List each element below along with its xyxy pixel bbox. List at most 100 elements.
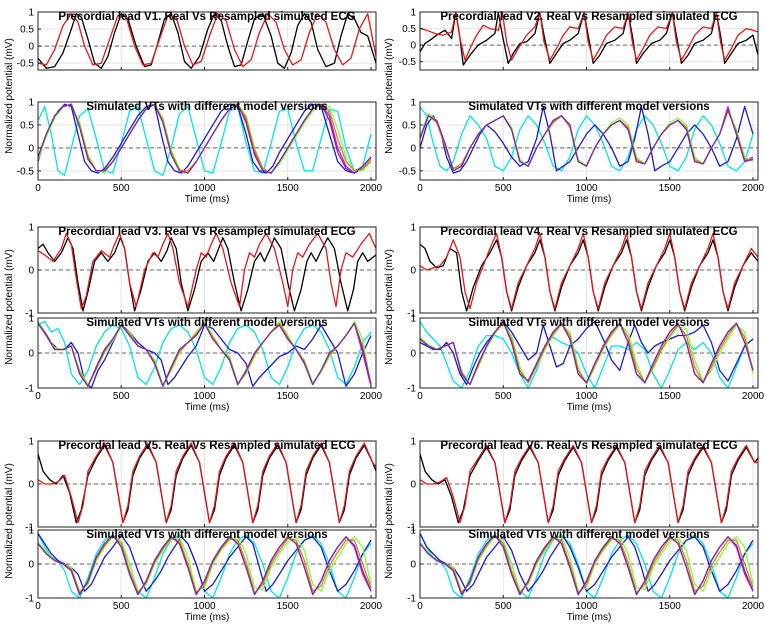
lead-v4-bottom-series-group <box>420 320 754 388</box>
y-tick-label: 1 <box>410 223 416 234</box>
x-tick-label: 2000 <box>360 183 383 194</box>
lead-v2-top-panel: -0.5 0 0.5 1 Precordial lead V2. Real Vs Res… <box>399 8 759 71</box>
y-axis-label: Normalized potential (mV) <box>4 38 15 154</box>
series-line-real-ecg <box>38 13 376 69</box>
y-tick-label: 1 <box>28 437 34 448</box>
lead-v1-top-title: Precordial lead V1. Real Vs Resampled si… <box>58 11 355 23</box>
plot-frame <box>419 11 759 71</box>
y-tick-label: 0 <box>28 560 34 571</box>
series-line-version-6 <box>38 534 372 596</box>
series-line-resampled-simulated <box>420 12 758 61</box>
lead-v6-top-panel: -1 0 1 Precordial lead V6. Real Vs Resample… <box>407 437 759 534</box>
x-tick-label: 500 <box>113 601 130 612</box>
x-tick-label: 0 <box>35 391 41 402</box>
y-tick-label: 1 <box>410 98 416 109</box>
x-axis-label: Time (ms) <box>185 194 230 205</box>
lead-v4-bottom-panel: 0 500 1000 1500 2000-101 Simulated VTs with d… <box>407 314 764 414</box>
x-tick-label: 1000 <box>575 391 598 402</box>
y-axis-label: Normalized potential (mV) <box>4 249 15 365</box>
y-tick-label: -1 <box>407 594 416 605</box>
y-axis-label: Normalized potential (mV) <box>384 463 395 579</box>
series-line-version-6 <box>420 320 754 386</box>
series-line-version-2 <box>420 105 754 174</box>
x-tick-label: 2000 <box>360 601 383 612</box>
y-tick-label: 0 <box>410 41 416 52</box>
x-tick-label: 1000 <box>193 601 216 612</box>
lead-v4-top-panel: -1 0 1 Precordial lead V4. Real Vs Resample… <box>407 223 759 320</box>
x-tick-label: 1000 <box>575 601 598 612</box>
lead-v2-bottom-panel: 0 500 1000 1500 2000-0.500.51 Simulated VTs w… <box>399 98 765 206</box>
y-tick-label: 1 <box>410 314 416 325</box>
series-line-version-2 <box>38 533 372 592</box>
lead-v5-top-series-group <box>38 442 376 524</box>
x-tick-label: 1500 <box>659 391 682 402</box>
series-line-version-6 <box>420 534 754 596</box>
lead-v5-bottom-panel: 0 500 1000 1500 2000-101 Simulated VTs with d… <box>25 526 382 624</box>
lead-v1-bottom-panel: 0 500 1000 1500 2000-0.500.51 Simulated VTs w… <box>17 98 383 206</box>
series-line-resampled-simulated <box>420 232 758 310</box>
y-tick-label: -0.5 <box>399 166 417 177</box>
x-axis-label: Time (ms) <box>567 612 612 623</box>
x-tick-label: 500 <box>113 391 130 402</box>
lead-v4-top-title: Precordial lead V4. Real Vs Resampled si… <box>440 226 737 238</box>
x-tick-label: 0 <box>417 183 423 194</box>
x-tick-label: 1500 <box>277 183 300 194</box>
y-tick-label: 0 <box>410 480 416 491</box>
y-tick-label: 1 <box>28 98 34 109</box>
lead-v1-top-panel: -0.5 0 0.5 1 Precordial lead V1. Real Vs Res… <box>17 8 377 71</box>
y-tick-label: -1 <box>25 384 34 395</box>
x-tick-label: 1500 <box>277 601 300 612</box>
y-axis-label: Normalized potential (mV) <box>384 249 395 365</box>
y-tick-label: 0 <box>410 349 416 360</box>
y-tick-label: 0 <box>28 349 34 360</box>
lead-v2-bottom-series-group <box>420 105 754 174</box>
series-line-resampled-simulated <box>38 232 376 310</box>
x-tick-label: 1000 <box>193 183 216 194</box>
y-tick-label: 1 <box>28 8 34 19</box>
x-tick-label: 0 <box>417 391 423 402</box>
y-tick-label: 1 <box>28 314 34 325</box>
y-tick-label: -1 <box>407 384 416 395</box>
x-axis-label: Time (ms) <box>185 402 230 413</box>
lead-v2-bottom-title: Simulated VTs with different model versi… <box>468 101 709 113</box>
series-line-version-2 <box>420 533 754 592</box>
y-tick-label: -0.5 <box>17 166 35 177</box>
y-tick-label: -1 <box>25 309 34 320</box>
y-tick-label: 0.5 <box>402 120 416 131</box>
lead-v2-top-series-group <box>420 12 758 66</box>
series-line-resampled-simulated <box>420 444 758 524</box>
x-tick-label: 2000 <box>742 183 765 194</box>
series-line-version-2 <box>420 320 754 386</box>
y-tick-label: 1 <box>410 437 416 448</box>
series-line-resampled-simulated <box>38 13 376 68</box>
lead-v3-bottom-title: Simulated VTs with different model versi… <box>86 317 327 329</box>
x-tick-label: 2000 <box>742 601 765 612</box>
lead-v2-top-title: Precordial lead V2. Real Vs Resampled si… <box>440 11 737 23</box>
y-tick-label: 1 <box>28 223 34 234</box>
y-axis-label: Normalized potential (mV) <box>4 463 15 579</box>
x-tick-label: 2000 <box>360 391 383 402</box>
x-axis-label: Time (ms) <box>567 194 612 205</box>
y-tick-label: -1 <box>25 523 34 534</box>
series-line-resampled-simulated <box>38 442 376 524</box>
y-tick-label: 0 <box>28 42 34 53</box>
y-tick-label: 0 <box>410 266 416 277</box>
y-tick-label: -1 <box>407 523 416 534</box>
lead-v6-bottom-title: Simulated VTs with different model versi… <box>468 529 709 541</box>
lead-v3-top-panel: -1 0 1 Precordial lead V3. Real Vs Resample… <box>25 223 377 320</box>
y-tick-label: -1 <box>407 309 416 320</box>
x-tick-label: 500 <box>495 183 512 194</box>
y-tick-label: 0.5 <box>20 25 34 36</box>
plot-frame <box>419 101 759 181</box>
lead-v6-top-title: Precordial lead V6. Real Vs Resampled si… <box>440 440 737 452</box>
y-tick-label: -0.5 <box>17 59 35 70</box>
lead-v5-bottom-series-group <box>38 533 372 598</box>
lead-v3-top-series-group <box>38 232 376 312</box>
lead-v5-top-panel: -1 0 1 Precordial lead V5. Real Vs Resample… <box>25 437 377 534</box>
lead-v6-bottom-series-group <box>420 533 754 598</box>
lead-v6-bottom-panel: 0 500 1000 1500 2000-101 Simulated VTs with d… <box>407 526 764 624</box>
x-tick-label: 0 <box>35 183 41 194</box>
y-tick-label: -0.5 <box>399 57 417 68</box>
lead-v1-bottom-series-group <box>38 103 372 177</box>
